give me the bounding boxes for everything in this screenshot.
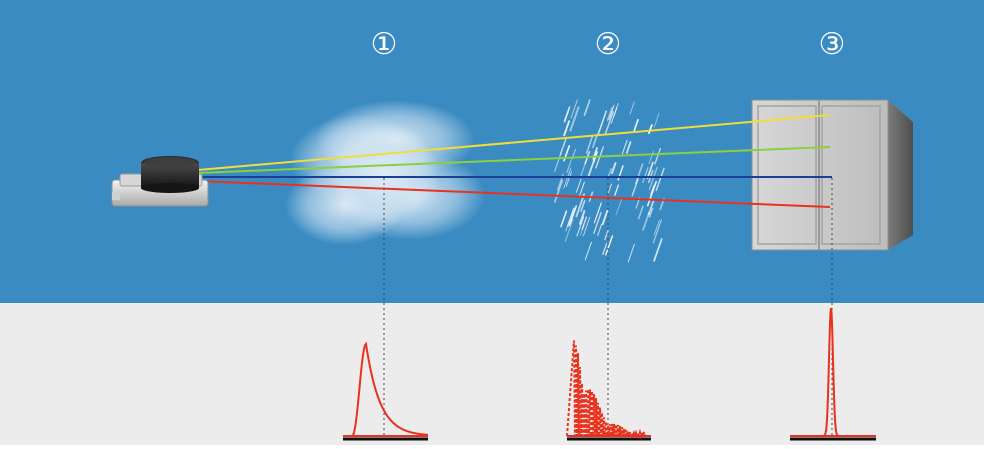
target-object [752, 100, 913, 250]
signal-panel-background [0, 303, 984, 445]
marker-rain: ② [591, 28, 625, 62]
marker-target: ③ [815, 28, 849, 62]
marker-fog: ① [367, 28, 401, 62]
